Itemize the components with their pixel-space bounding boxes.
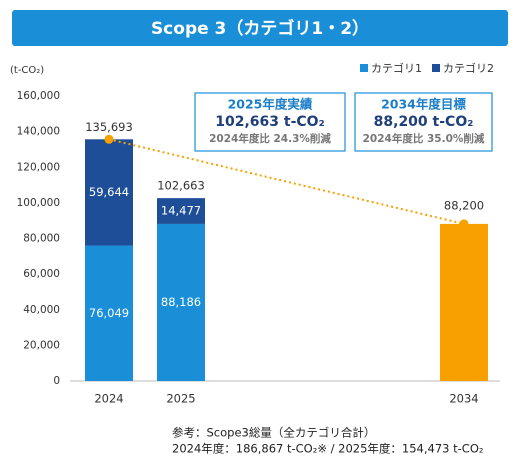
x-tick-label: 2034 — [449, 392, 478, 406]
target-label: 88,200 — [444, 198, 484, 212]
legend-swatch — [360, 64, 368, 72]
callout-text: 2024年度比 35.0%削減 — [363, 132, 485, 145]
y-tick-label: 140,000 — [17, 126, 60, 138]
footnote: 参考：Scope3総量（全カテゴリ合計） — [172, 426, 375, 440]
y-tick-label: 120,000 — [17, 161, 60, 173]
bar-segment — [157, 223, 205, 381]
trend-line — [108, 138, 465, 225]
callout-box — [354, 92, 493, 152]
total-label: 102,663 — [157, 179, 205, 193]
x-tick-label: 2024 — [94, 392, 123, 406]
y-tick-label: 100,000 — [17, 197, 60, 209]
callout-box — [194, 92, 346, 152]
target-bar — [440, 223, 488, 381]
trend-dot — [104, 134, 114, 144]
callout-text: 2024年度比 24.3%削減 — [209, 132, 331, 145]
legend-swatch — [432, 64, 440, 72]
callout-text: 2025年度実績 — [228, 97, 313, 112]
bar-segment — [85, 245, 133, 381]
y-unit: (t-CO₂) — [10, 65, 44, 76]
y-tick-label: 40,000 — [23, 304, 60, 316]
y-tick-label: 20,000 — [23, 339, 60, 351]
y-tick-label: 80,000 — [23, 233, 60, 245]
bar-segment — [157, 198, 205, 224]
callout-text: 102,663 t-CO₂ — [215, 114, 324, 130]
segment-label: 59,644 — [89, 185, 129, 199]
x-tick-label: 2025 — [166, 392, 195, 406]
segment-label: 88,186 — [161, 295, 201, 309]
callout-text: 2034年度目標 — [381, 97, 466, 112]
footnote: 2024年度：186,867 t-CO₂※ / 2025年度：154,473 t… — [172, 442, 483, 456]
chart-title: Scope 3（カテゴリ1・2） — [151, 18, 369, 39]
segment-label: 14,477 — [161, 204, 201, 218]
total-label: 135,693 — [85, 120, 133, 134]
callout-text: 88,200 t-CO₂ — [374, 114, 474, 130]
bar-segment — [85, 139, 133, 246]
title-banner — [12, 10, 508, 46]
y-tick-label: 160,000 — [17, 90, 60, 102]
legend-label: カテゴリ2 — [443, 61, 494, 75]
legend-label: カテゴリ1 — [371, 61, 422, 75]
segment-label: 76,049 — [89, 306, 129, 320]
y-tick-label: 60,000 — [23, 268, 60, 280]
y-tick-label: 0 — [53, 375, 60, 387]
trend-dot — [459, 219, 469, 229]
